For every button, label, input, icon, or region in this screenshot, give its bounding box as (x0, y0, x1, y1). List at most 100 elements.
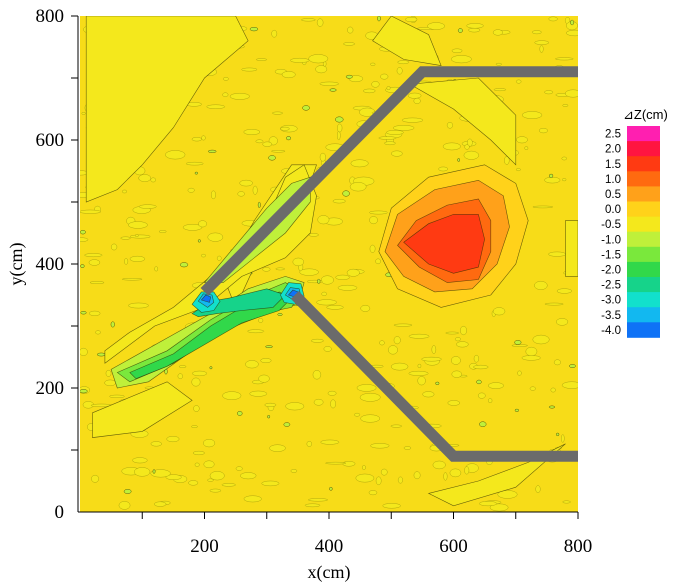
y-tick-label: 600 (36, 130, 65, 151)
speckle (277, 313, 283, 316)
speckle (80, 347, 88, 356)
speckle (369, 216, 378, 225)
speckle (431, 345, 437, 354)
speckle (302, 105, 310, 111)
speckle (534, 281, 548, 290)
speckle (84, 253, 103, 257)
speckle (191, 137, 202, 142)
speckle (165, 150, 186, 160)
colorbar-label: 0.5 (605, 189, 621, 201)
colorbar-label: 2.0 (605, 144, 621, 156)
speckle (317, 278, 321, 284)
speckle (243, 129, 261, 135)
speckle (544, 302, 564, 306)
contour-region-level-minus-4-0 (200, 294, 212, 303)
speckle (312, 370, 322, 380)
speckle (257, 201, 261, 208)
speckle (473, 354, 479, 363)
speckle (451, 370, 462, 378)
speckle (317, 215, 330, 225)
colorbar-swatch (627, 231, 660, 248)
colorbar-swatch (627, 307, 660, 323)
speckle (166, 436, 180, 443)
colorbar-label: 1.5 (605, 159, 621, 171)
speckle (121, 278, 143, 281)
speckle (463, 150, 480, 160)
contour-region-level-minus-0-5 (92, 381, 193, 438)
speckle (95, 330, 101, 335)
speckle (191, 425, 198, 428)
speckle (393, 336, 401, 345)
speckle (192, 370, 207, 377)
speckle (391, 150, 403, 157)
speckle (555, 57, 574, 61)
speckle (332, 199, 346, 204)
contour-region-level-minus-0-5 (372, 16, 442, 66)
speckle (249, 27, 259, 32)
x-axis-title: x(cm) (308, 562, 351, 583)
colorbar-label: -3.0 (601, 295, 621, 307)
colorbar-label: 1.0 (605, 174, 621, 186)
speckle (403, 446, 412, 450)
speckle (337, 130, 341, 141)
speckle (456, 341, 469, 348)
speckle (343, 42, 355, 46)
speckle (285, 402, 305, 411)
speckle (468, 27, 481, 33)
speckle (80, 311, 87, 315)
speckle (255, 139, 264, 144)
speckle (460, 325, 467, 336)
x-tick-label: 400 (315, 536, 344, 557)
speckle (286, 136, 291, 141)
speckle (203, 439, 216, 448)
speckle (260, 358, 272, 363)
speckle (123, 489, 132, 494)
colorbar-swatch (627, 246, 660, 263)
speckle (182, 224, 203, 231)
speckle (382, 503, 401, 509)
speckle (524, 146, 529, 150)
speckle (80, 230, 86, 235)
speckle (556, 318, 569, 326)
speckle (556, 432, 560, 437)
speckle (306, 440, 312, 447)
speckle (216, 255, 222, 261)
speckle (457, 28, 463, 33)
speckle (321, 291, 327, 296)
speckle (91, 474, 100, 483)
speckle (370, 62, 376, 66)
speckle (124, 258, 129, 265)
speckle (355, 473, 375, 483)
speckle (283, 422, 291, 427)
speckle (150, 177, 156, 183)
speckle (258, 374, 270, 383)
speckle (390, 362, 409, 371)
speckle (565, 89, 578, 98)
speckle (345, 74, 353, 79)
speckle (335, 274, 350, 280)
speckle (301, 18, 316, 22)
speckle (308, 498, 328, 502)
speckle (371, 81, 380, 88)
speckle (432, 460, 446, 470)
speckle (451, 356, 461, 365)
speckle (466, 138, 473, 147)
speckle (386, 86, 391, 91)
y-tick-label: 200 (36, 378, 65, 399)
colorbar-label: -2.0 (601, 264, 621, 276)
speckle (407, 92, 422, 99)
speckle (80, 170, 89, 176)
speckle (201, 253, 206, 258)
colorbar-swatch (627, 277, 660, 293)
speckle (129, 234, 151, 239)
speckle (249, 390, 268, 397)
speckle (521, 355, 541, 361)
speckle (438, 166, 448, 172)
speckle (504, 156, 510, 165)
colorbar: ⊿Z(cm)2.5 2.0 1.5 1.0 0.5 0.0 -0.5 -1.0 -1.5 -2.0… (601, 107, 668, 338)
speckle (497, 490, 518, 499)
speckle (553, 359, 561, 366)
speckle (197, 239, 201, 243)
speckle (375, 476, 382, 486)
speckle (488, 382, 504, 389)
